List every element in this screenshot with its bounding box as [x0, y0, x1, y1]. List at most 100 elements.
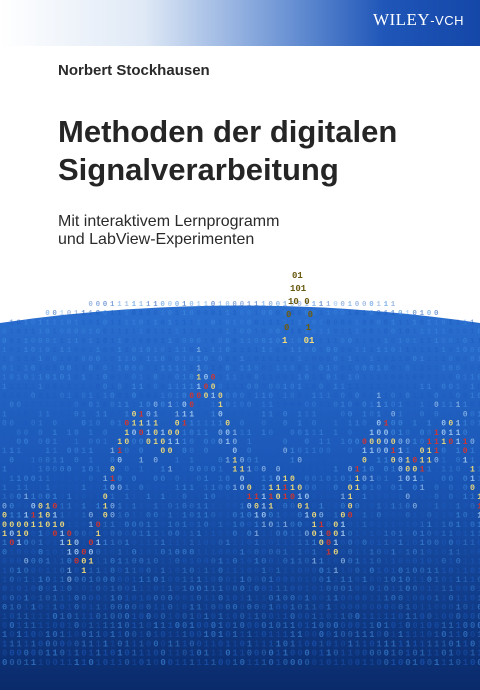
binary-digit: 1	[204, 575, 209, 585]
binary-digit: 1	[153, 538, 158, 548]
binary-digit: 1	[470, 557, 475, 567]
binary-digit: 0	[189, 547, 194, 557]
binary-digit: 1	[369, 392, 374, 401]
binary-digit: 0	[470, 593, 475, 603]
binary-digit: 0	[340, 593, 345, 603]
binary-digit: 1	[420, 502, 425, 511]
binary-digit: 1	[24, 493, 29, 502]
binary-digit: 0	[355, 401, 360, 410]
binary-digit: 0	[441, 447, 446, 456]
binary-digit: 1	[67, 547, 72, 557]
binary-digit: 1	[132, 401, 137, 410]
binary-digit: 1	[448, 584, 453, 594]
binary-digit: 1	[175, 538, 180, 548]
binary-digit: 0	[175, 584, 180, 594]
binary-digit: 1	[146, 375, 151, 383]
binary-digit: 1	[456, 547, 461, 557]
binary-digit: 1	[225, 612, 230, 622]
binary-digit: 0	[297, 575, 302, 585]
binary-digit: 1	[175, 502, 180, 511]
binary-digit: 0	[168, 475, 173, 484]
binary-digit: 0	[261, 575, 266, 585]
binary-digit: 0	[441, 475, 446, 484]
binary-digit: 0	[204, 310, 209, 318]
subtitle-line-2: und LabView-Experimenten	[58, 231, 255, 248]
binary-digit: 0	[31, 584, 36, 594]
binary-digit: 1	[52, 329, 57, 337]
binary-digit: 0	[340, 547, 345, 557]
binary-digit: 1	[470, 375, 475, 383]
binary-digit: 1	[376, 338, 381, 346]
binary-digit: 0	[9, 410, 14, 419]
binary-digit: 1	[67, 658, 73, 668]
binary-digit: 1	[420, 649, 425, 659]
binary-digit: 0	[74, 329, 79, 337]
binary-digit: 1	[405, 319, 410, 327]
binary-digit: 1	[232, 375, 237, 383]
binary-digit: 0	[211, 538, 216, 548]
binary-digit: 0	[74, 375, 79, 383]
binary-digit: 0	[189, 639, 194, 649]
binary-digit: 0	[276, 529, 281, 539]
binary-digit: 0	[463, 392, 468, 401]
binary-digit: 1	[139, 420, 144, 429]
binary-digit: 1	[110, 630, 115, 640]
binary-digit: 0	[232, 338, 237, 346]
binary-digit: 0	[470, 438, 475, 447]
binary-digit: 1	[196, 538, 201, 548]
binary-digit: 1	[60, 319, 65, 327]
binary-digit: 0	[182, 447, 187, 456]
binary-digit: 1	[268, 410, 273, 419]
binary-digit: 0	[9, 630, 14, 640]
binary-digit: 1	[448, 502, 453, 511]
binary-digit: 0	[225, 356, 230, 364]
binary-digit: 0	[175, 529, 180, 539]
binary-digit: 1	[110, 475, 115, 484]
binary-digit: 0	[74, 630, 79, 640]
binary-digit: 1	[204, 338, 209, 346]
binary-digit: 1	[117, 301, 122, 309]
binary-digit: 0	[96, 365, 101, 373]
binary-digit: 0	[463, 384, 468, 392]
binary-digit: 1	[117, 365, 122, 373]
binary-digit: 0	[384, 447, 389, 456]
binary-digit: 1	[196, 401, 201, 410]
binary-digit: 0	[362, 392, 367, 401]
binary-digit: 1	[254, 639, 259, 649]
binary-digit: 0	[463, 356, 468, 364]
binary-digit: 0	[340, 584, 345, 594]
binary-digit: 0	[38, 338, 43, 346]
binary-digit: 0	[312, 438, 317, 447]
binary-digit: 1	[196, 547, 201, 557]
binary-digit: 1	[362, 466, 367, 475]
binary-digit: 1	[2, 575, 7, 585]
binary-digit: 1	[139, 621, 144, 631]
binary-digit: 0	[463, 484, 468, 493]
binary-digit: 0	[74, 593, 79, 603]
binary-digit: 1	[31, 511, 36, 521]
binary-digit: 0	[276, 429, 281, 438]
binary-digit: 0	[160, 630, 165, 640]
binary-digit: 0	[355, 584, 360, 594]
binary-digit: 1	[24, 456, 29, 465]
binary-digit: 0	[312, 319, 317, 327]
binary-digit: 0	[448, 347, 453, 355]
binary-digit: 1	[211, 392, 216, 401]
binary-digit: 1	[81, 612, 86, 622]
binary-digit: 0	[247, 566, 252, 576]
binary-digit: 1	[204, 612, 209, 622]
binary-digit: 0	[182, 603, 187, 613]
binary-digit: 0	[103, 301, 108, 309]
binary-digit: 0	[405, 658, 410, 668]
binary-digit: 1	[362, 639, 367, 649]
binary-digit: 1	[276, 538, 281, 548]
binary-digit: 1	[420, 639, 425, 649]
binary-digit: 0	[247, 375, 252, 383]
binary-digit: 0	[283, 347, 288, 355]
binary-digit: 0	[31, 557, 36, 567]
binary-digit: 0	[81, 575, 86, 585]
binary-digit: 0	[175, 566, 180, 576]
binary-digit: 1	[74, 384, 79, 392]
binary-digit: 0	[160, 511, 165, 521]
binary-digit: 0	[160, 401, 165, 410]
